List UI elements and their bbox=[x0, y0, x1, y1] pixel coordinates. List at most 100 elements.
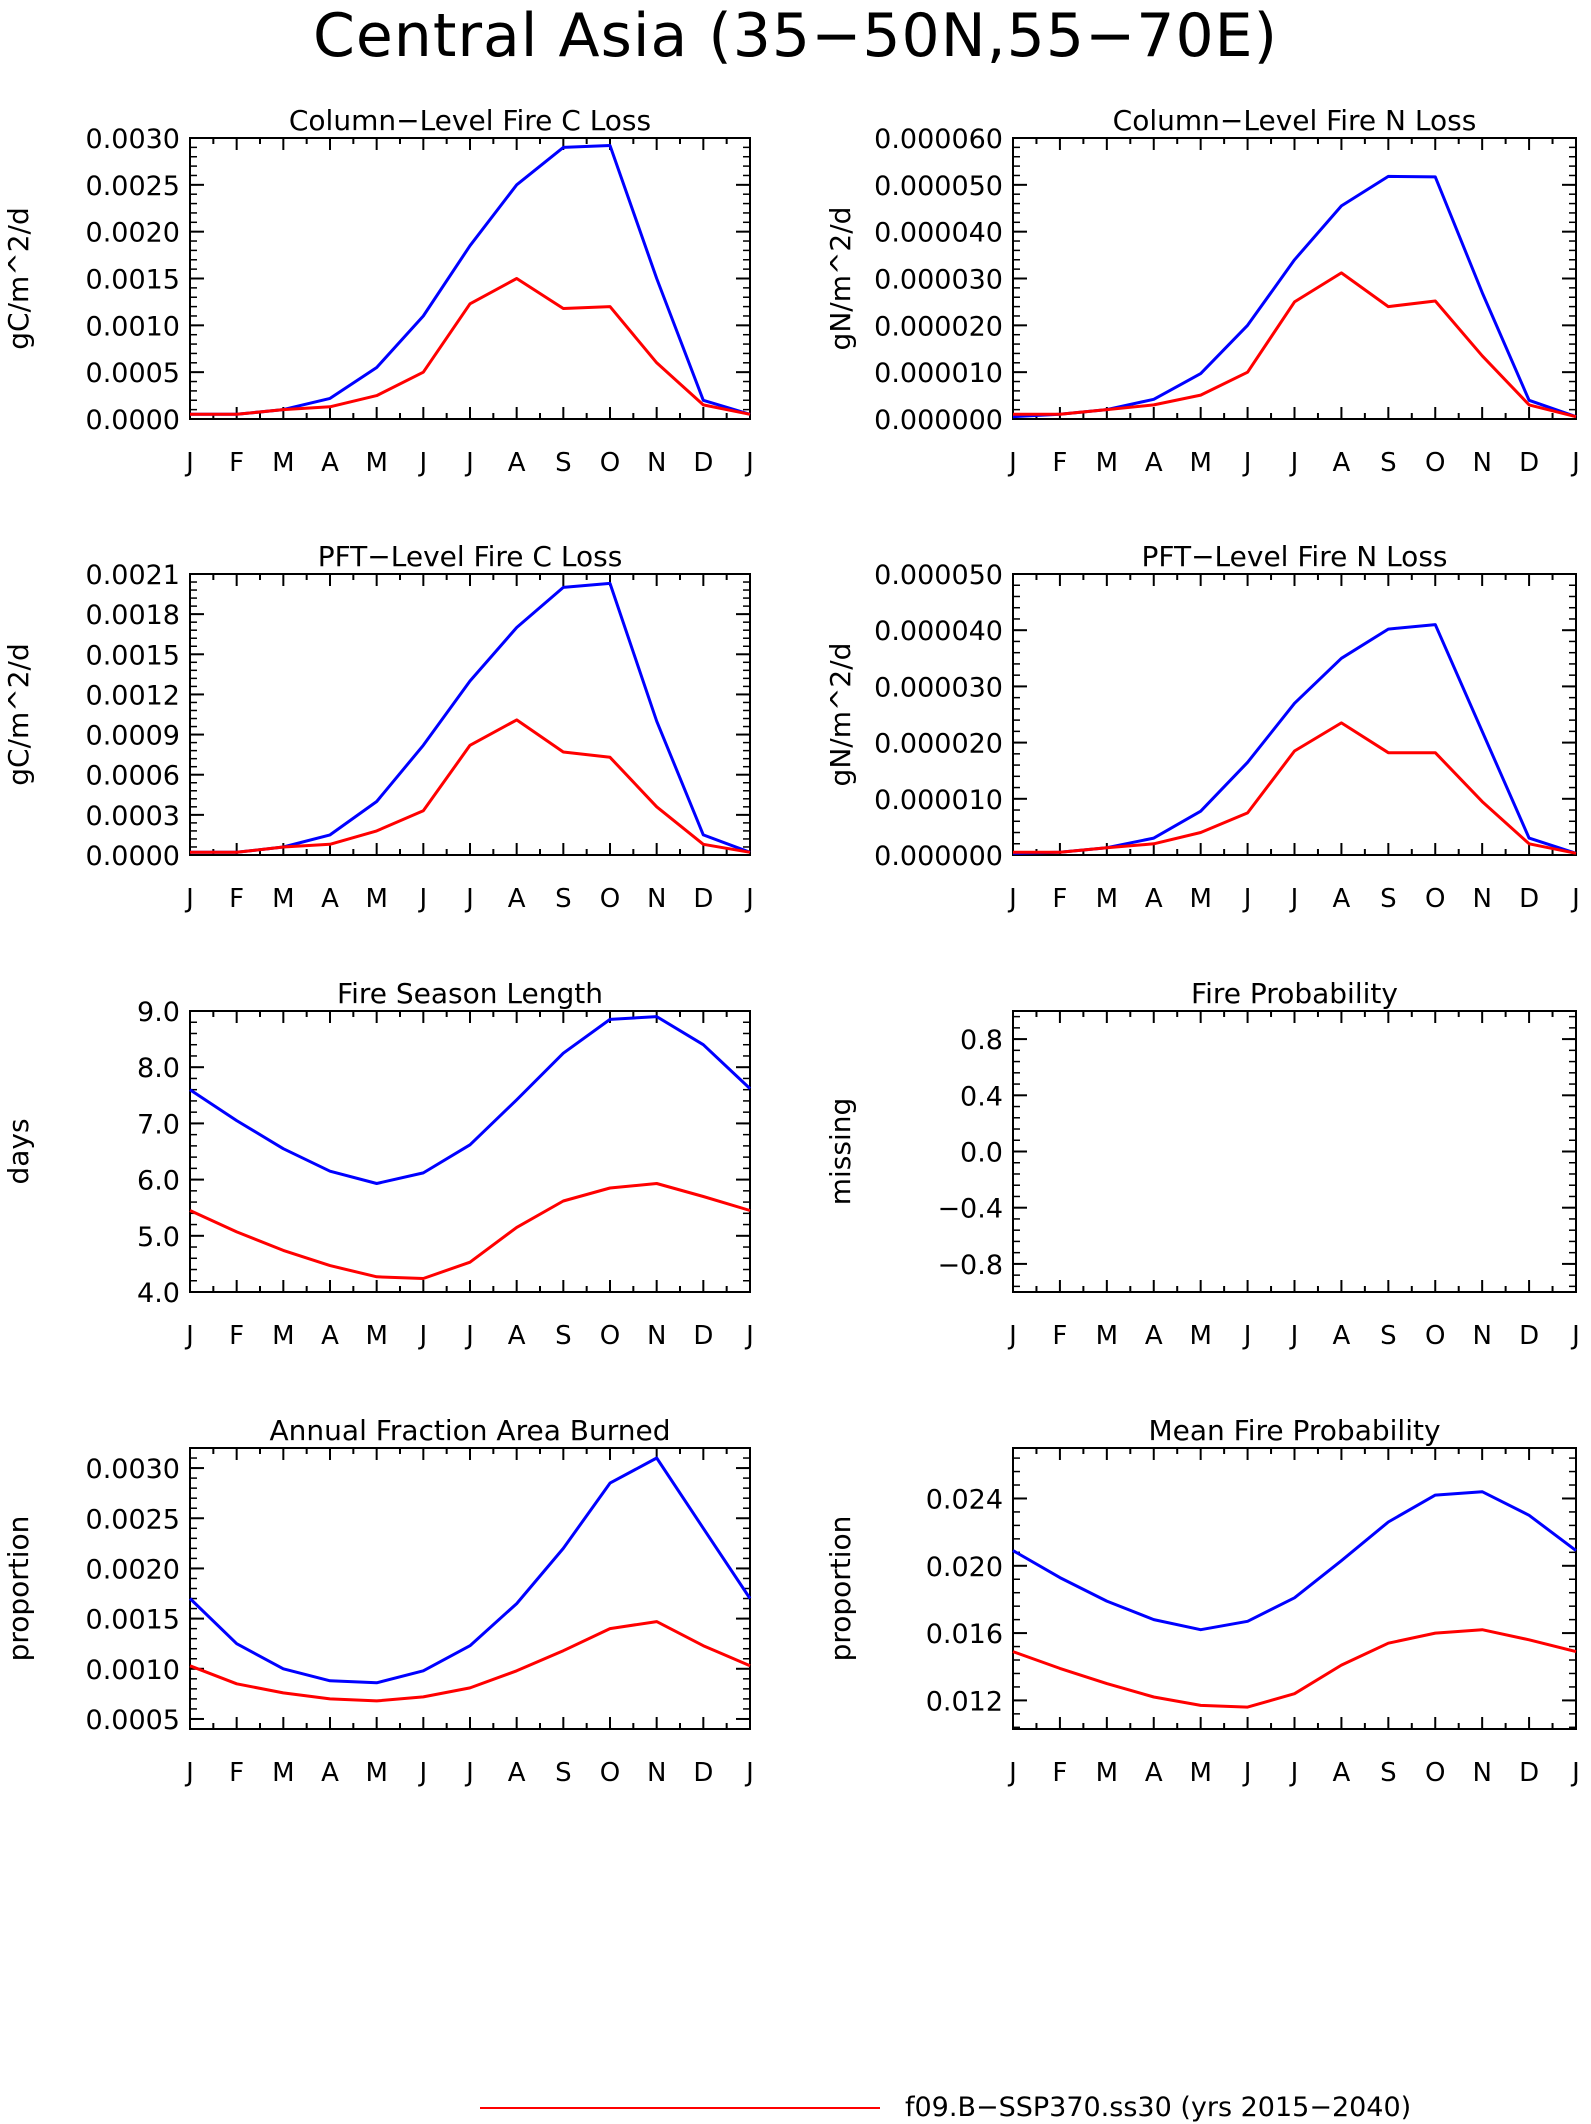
y-axis-label: proportion bbox=[824, 1516, 857, 1662]
x-tick-label: M bbox=[272, 448, 294, 478]
y-tick-label: 0.000060 bbox=[874, 124, 1003, 155]
x-tick-label: J bbox=[464, 1321, 474, 1351]
x-tick-label: O bbox=[1425, 1758, 1445, 1788]
plot-frame bbox=[1012, 573, 1577, 856]
x-tick-label: D bbox=[1519, 1321, 1539, 1351]
panel-title: PFT−Level Fire C Loss bbox=[318, 540, 623, 573]
y-tick-label: 0.0015 bbox=[86, 1605, 180, 1636]
x-tick-label: M bbox=[1189, 1321, 1211, 1351]
y-tick-label: 0.000030 bbox=[874, 672, 1003, 703]
y-tick-label: 0.0021 bbox=[86, 560, 180, 591]
x-tick-label: F bbox=[1052, 1758, 1067, 1788]
y-tick-label: 0.016 bbox=[926, 1619, 1003, 1650]
panel-title: Fire Season Length bbox=[337, 977, 603, 1010]
panel-title: Annual Fraction Area Burned bbox=[270, 1414, 671, 1447]
y-tick-label: 0.000040 bbox=[874, 218, 1003, 249]
chart-panel-4: J F M A M J J A S O N D J0.0000000.0000100.0000200.0… bbox=[824, 540, 1580, 914]
x-tick-label: J bbox=[464, 884, 474, 914]
y-tick-label: 0.0005 bbox=[86, 358, 180, 389]
plot-frame bbox=[189, 1010, 751, 1293]
y-tick-label: 0.000050 bbox=[874, 560, 1003, 591]
y-tick-label: −0.4 bbox=[937, 1194, 1003, 1225]
x-tick-label: M bbox=[272, 884, 294, 914]
series-line-2 bbox=[1012, 1628, 1577, 1709]
x-tick-label: D bbox=[693, 884, 713, 914]
panel-title: Column−Level Fire C Loss bbox=[289, 104, 651, 137]
y-tick-label: 0.0010 bbox=[86, 311, 180, 342]
x-tick-label: M bbox=[1189, 448, 1211, 478]
y-tick-label: 0.0005 bbox=[86, 1705, 180, 1736]
x-tick-label: J bbox=[184, 884, 194, 914]
x-tick-label: J bbox=[744, 1321, 754, 1351]
x-tick-label: O bbox=[600, 1758, 620, 1788]
x-tick-label: N bbox=[1472, 1758, 1491, 1788]
x-tick-label: N bbox=[1472, 1321, 1491, 1351]
x-tick-label: N bbox=[647, 1758, 666, 1788]
panel-title: Column−Level Fire N Loss bbox=[1113, 104, 1477, 137]
series-line-2 bbox=[190, 718, 751, 854]
y-tick-label: 0.020 bbox=[926, 1552, 1003, 1583]
y-tick-label: 0.0020 bbox=[86, 218, 180, 249]
plot-frame bbox=[1012, 1447, 1577, 1730]
series-line-2 bbox=[1013, 721, 1577, 855]
chart-panel-3: J F M A M J J A S O N D J0.00000.00030.00060.00090.0… bbox=[2, 540, 754, 914]
plot-frame bbox=[1012, 1010, 1577, 1293]
chart-panel-2: J F M A M J J A S O N D J0.0000000.0000100.0000200.0… bbox=[824, 104, 1580, 478]
y-axis-label: proportion bbox=[2, 1516, 35, 1662]
series-line-1 bbox=[190, 581, 751, 854]
x-tick-label: M bbox=[1096, 1321, 1118, 1351]
x-tick-label: J bbox=[1289, 1758, 1299, 1788]
y-tick-label: 0.000000 bbox=[874, 405, 1003, 436]
x-tick-label: D bbox=[1519, 1758, 1539, 1788]
x-tick-label: M bbox=[1096, 448, 1118, 478]
x-tick-label: A bbox=[1333, 884, 1351, 914]
x-tick-label: M bbox=[1096, 884, 1118, 914]
y-tick-label: 0.0030 bbox=[86, 124, 180, 155]
x-tick-label: D bbox=[1519, 884, 1539, 914]
x-tick-label: O bbox=[600, 448, 620, 478]
x-tick-label: M bbox=[365, 448, 387, 478]
y-tick-label: 0.000050 bbox=[874, 171, 1003, 202]
x-tick-label: M bbox=[272, 1321, 294, 1351]
x-tick-label: F bbox=[1052, 448, 1067, 478]
series-line-1 bbox=[1012, 623, 1577, 855]
x-tick-label: A bbox=[321, 1321, 339, 1351]
x-tick-label: J bbox=[184, 448, 194, 478]
y-axis-label: gC/m^2/d bbox=[2, 207, 35, 350]
x-tick-label: A bbox=[1333, 448, 1351, 478]
x-tick-label: F bbox=[1052, 884, 1067, 914]
y-tick-label: 0.024 bbox=[926, 1484, 1003, 1515]
x-tick-label: S bbox=[1380, 1758, 1397, 1788]
x-tick-label: M bbox=[365, 884, 387, 914]
x-tick-label: J bbox=[184, 1321, 194, 1351]
y-tick-label: 0.0018 bbox=[86, 600, 180, 631]
x-tick-label: A bbox=[508, 1758, 526, 1788]
x-tick-label: A bbox=[508, 448, 526, 478]
x-tick-label: J bbox=[1289, 448, 1299, 478]
series-line-1 bbox=[190, 144, 751, 416]
x-tick-label: D bbox=[693, 1321, 713, 1351]
x-tick-label: M bbox=[365, 1321, 387, 1351]
y-tick-label: 0.8 bbox=[960, 1025, 1003, 1056]
x-tick-label: M bbox=[1189, 884, 1211, 914]
y-tick-label: 9.0 bbox=[137, 997, 180, 1028]
x-tick-label: A bbox=[321, 448, 339, 478]
series-line-1 bbox=[189, 1015, 752, 1185]
y-tick-label: 4.0 bbox=[137, 1278, 180, 1309]
x-tick-label: A bbox=[1145, 448, 1163, 478]
x-tick-label: J bbox=[744, 1758, 754, 1788]
x-tick-label: M bbox=[1096, 1758, 1118, 1788]
y-tick-label: 0.0000 bbox=[86, 841, 180, 872]
x-tick-label: A bbox=[1145, 1321, 1163, 1351]
x-tick-label: J bbox=[1570, 1321, 1580, 1351]
y-tick-label: 0.0003 bbox=[86, 801, 180, 832]
y-axis-label: gC/m^2/d bbox=[2, 643, 35, 786]
x-tick-label: N bbox=[647, 448, 666, 478]
y-tick-label: 8.0 bbox=[137, 1053, 180, 1084]
y-tick-label: 6.0 bbox=[137, 1166, 180, 1197]
x-tick-label: J bbox=[1007, 884, 1017, 914]
x-tick-label: S bbox=[555, 1321, 572, 1351]
x-tick-label: S bbox=[1380, 448, 1397, 478]
x-tick-label: J bbox=[1007, 448, 1017, 478]
